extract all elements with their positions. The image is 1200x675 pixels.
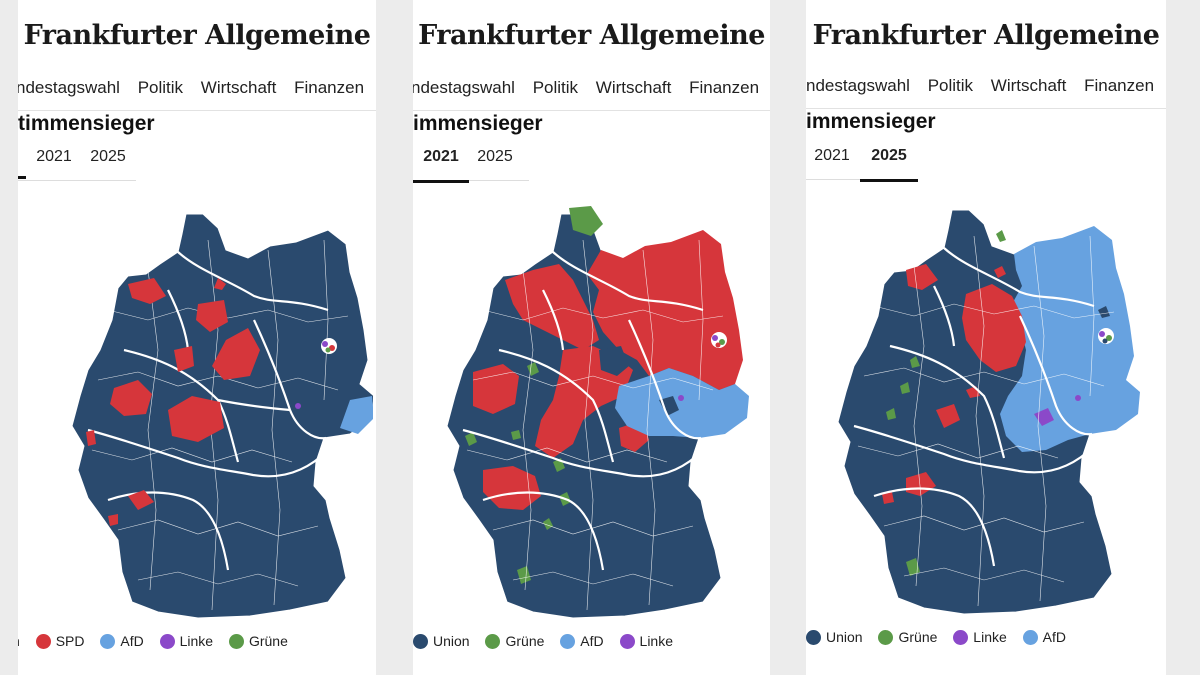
constituency-map-2025[interactable] — [816, 200, 1161, 625]
legend-dot — [159, 634, 175, 650]
section-heading: immensieger — [413, 112, 543, 135]
tab-2025[interactable]: 2025 — [90, 148, 126, 165]
tab-2021[interactable]: 2021 — [814, 147, 850, 164]
legend-item-spd: SPD — [35, 633, 85, 650]
legend-item-afd: AfD — [100, 633, 144, 650]
legend-dot — [1022, 630, 1038, 646]
nav-item-finanzen[interactable]: Finanzen — [1084, 76, 1155, 95]
faz-logo[interactable]: Frankfurter Allgemeine — [812, 20, 1160, 51]
legend-dot — [953, 630, 969, 646]
constituency-borders — [466, 239, 724, 611]
legend-label: n — [18, 633, 20, 649]
gruene-constituencies — [886, 230, 1006, 576]
nav-item-wirtschaft[interactable]: Wirtschaft — [595, 78, 672, 97]
tab-2025[interactable]: 2025 — [477, 148, 513, 165]
nav-item-wirtschaft[interactable]: Wirtschaft — [200, 78, 277, 97]
legend-item-gruene: Grüne — [485, 633, 545, 650]
faz-logo[interactable]: Frankfurter Allgemeine — [418, 20, 765, 51]
constituency-map-view[interactable] — [28, 200, 373, 625]
union-islands-east — [1098, 306, 1110, 318]
legend-dot — [228, 634, 244, 650]
legend-label: Linke — [639, 633, 673, 650]
year-tabs: 2021 2025 — [806, 143, 1016, 182]
legend-item-union: Union — [413, 633, 470, 650]
year-tabs: 2021 2025 — [413, 144, 623, 183]
legend-dot — [35, 634, 51, 650]
section-heading: timmensieger — [18, 112, 155, 135]
legend-label: Linke — [179, 633, 214, 650]
nav-item-finanzen[interactable]: Finanzen — [689, 78, 760, 97]
legend-item-linke: Linke — [619, 633, 673, 650]
nav-item-bundestagswahl[interactable]: ndestagswahl — [18, 78, 120, 97]
nav-item-bundestagswahl[interactable]: ndestagswahl — [413, 78, 515, 97]
afd-constituencies — [340, 396, 373, 434]
nav-item-bundestagswahl[interactable]: ndestagswahl — [806, 76, 910, 95]
constituency-borders — [857, 235, 1115, 607]
berlin-mixed — [321, 338, 337, 354]
legend-label: AfD — [120, 633, 144, 650]
berlin-mixed — [1098, 328, 1114, 344]
legend-item-linke: Linke — [953, 629, 1007, 646]
legend-item-union: n — [18, 633, 20, 649]
legend-label: Linke — [973, 629, 1007, 646]
legend-label: Grüne — [898, 629, 938, 646]
nav-item-politik[interactable]: Politik — [927, 76, 974, 95]
panel-2021: Frankfurter Allgemeine ndestagswahl Poli… — [413, 0, 770, 675]
year-tabs: 2021 2025 — [18, 144, 228, 182]
panel-2025: Frankfurter Allgemeine ndestagswahl Poli… — [806, 0, 1166, 675]
legend-label: Union — [826, 629, 863, 646]
legend-label: SPD — [55, 633, 85, 650]
leipzig-linke — [678, 395, 684, 401]
legend-dot — [619, 634, 635, 650]
legend-item-gruene: Grüne — [878, 629, 938, 646]
legend-item-afd: AfD — [560, 633, 604, 650]
top-nav: ndestagswahl Politik Wirtschaft Finanzen… — [413, 76, 770, 111]
germany-shape — [71, 213, 373, 619]
state-borders — [462, 251, 704, 571]
leipzig-linke — [295, 403, 301, 409]
legend-dot — [878, 630, 894, 646]
berlin-mixed — [711, 332, 727, 348]
legend-item-afd: AfD — [1022, 629, 1066, 646]
legend-dot — [100, 634, 116, 650]
top-nav: ndestagswahl Politik Wirtschaft Finanzen — [806, 74, 1166, 109]
legend-item-linke: Linke — [159, 633, 214, 650]
legend: Union Grüne Linke AfD — [806, 628, 1166, 650]
legend-label: Union — [433, 633, 470, 650]
tab-2025[interactable]: 2025 — [860, 143, 918, 182]
legend-item-union: Union — [806, 629, 863, 646]
state-borders — [853, 247, 1095, 567]
legend-dot — [485, 634, 501, 650]
legend-label: Grüne — [505, 633, 545, 650]
active-tab-indicator — [18, 176, 26, 179]
constituency-map-2021[interactable] — [423, 200, 768, 625]
legend-dot — [806, 630, 821, 646]
legend-item-gruene: Grüne — [228, 633, 288, 650]
afd-constituencies — [615, 368, 749, 438]
panel-partial-view: Frankfurter Allgemeine ndestagswahl Poli… — [18, 0, 376, 675]
nav-item-finanzen[interactable]: Finanzen — [294, 78, 365, 97]
tab-divider — [18, 180, 136, 181]
nav-item-wirtschaft[interactable]: Wirtschaft — [990, 76, 1067, 95]
nav-item-politik[interactable]: Politik — [532, 78, 579, 97]
spd-constituencies — [882, 264, 1026, 504]
union-islands-east — [599, 346, 679, 416]
legend: Union Grüne AfD Linke — [413, 632, 770, 654]
section-heading: immensieger — [806, 110, 936, 133]
legend-dot — [413, 634, 428, 650]
nav-item-politik[interactable]: Politik — [137, 78, 184, 97]
tab-2021[interactable]: 2021 — [36, 148, 72, 165]
legend-label: AfD — [580, 633, 604, 650]
tab-divider — [469, 180, 529, 181]
afd-constituencies — [1000, 226, 1140, 452]
faz-logo[interactable]: Frankfurter Allgemeine — [23, 20, 371, 51]
top-nav: ndestagswahl Politik Wirtschaft Finanzen… — [18, 76, 376, 111]
tab-2021[interactable]: 2021 — [413, 144, 469, 183]
legend-dot — [560, 634, 576, 650]
legend-label: Grüne — [248, 633, 288, 650]
spd-constituencies — [86, 278, 260, 526]
legend-label: AfD — [1042, 629, 1066, 646]
tab-divider — [806, 179, 860, 180]
legend: n SPD AfD Linke Grüne — [18, 632, 376, 654]
